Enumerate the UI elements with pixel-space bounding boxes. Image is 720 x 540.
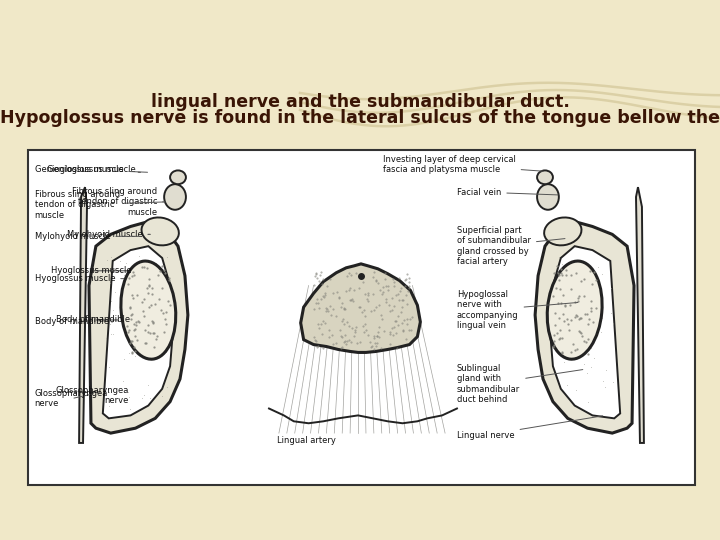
Polygon shape [535, 221, 634, 433]
Ellipse shape [121, 261, 176, 359]
Polygon shape [79, 187, 87, 443]
Text: Fibrous sling around
tendon of digastric
muscle: Fibrous sling around tendon of digastric… [72, 187, 165, 217]
Text: Genioglossus muscle: Genioglossus muscle [35, 165, 148, 174]
Ellipse shape [170, 171, 186, 184]
Text: Hyoglossus muscle: Hyoglossus muscle [35, 274, 124, 283]
Text: Hypoglossus nerve is found in the lateral sulcus of the tongue bellow the: Hypoglossus nerve is found in the latera… [0, 109, 720, 127]
Polygon shape [89, 221, 188, 433]
Text: Genioglossus muscle: Genioglossus muscle [47, 165, 140, 174]
Ellipse shape [547, 261, 602, 359]
Text: Fibrous sling around
tendon of digastric
muscle: Fibrous sling around tendon of digastric… [35, 190, 163, 220]
Text: Lingual nerve: Lingual nerve [457, 416, 603, 440]
Text: Hypoglossal
nerve with
accompanying
lingual vein: Hypoglossal nerve with accompanying ling… [457, 290, 578, 330]
Text: Mylohyoid muscle: Mylohyoid muscle [67, 230, 150, 239]
Ellipse shape [142, 218, 179, 245]
Text: Sublingual
gland with
submandibular
duct behind: Sublingual gland with submandibular duct… [457, 364, 582, 404]
Ellipse shape [537, 171, 553, 184]
Text: Body of mandible: Body of mandible [56, 315, 130, 325]
Text: Glossopharyngea
nerve: Glossopharyngea nerve [35, 389, 108, 408]
Bar [28, 150, 695, 485]
Text: Hyoglossus muscle: Hyoglossus muscle [51, 266, 132, 275]
Text: Glossopharyngea
nerve: Glossopharyngea nerve [55, 386, 129, 406]
Text: Mylohyoid muscle: Mylohyoid muscle [35, 232, 140, 241]
Text: Investing layer of deep cervical
fascia and platysma muscle: Investing layer of deep cervical fascia … [383, 155, 543, 174]
Ellipse shape [537, 184, 559, 210]
Text: lingual nerve and the submandibular duct.: lingual nerve and the submandibular duct… [150, 93, 570, 111]
Text: Facial vein: Facial vein [457, 187, 558, 197]
Polygon shape [550, 246, 620, 418]
Polygon shape [103, 246, 173, 418]
Text: Superficial part
of submandibular
gland crossed by
facial artery: Superficial part of submandibular gland … [457, 226, 565, 266]
Text: Lingual artery: Lingual artery [277, 436, 336, 446]
Ellipse shape [164, 184, 186, 210]
Polygon shape [301, 264, 420, 353]
Text: Body of mandible: Body of mandible [35, 318, 113, 326]
Polygon shape [636, 187, 644, 443]
Ellipse shape [544, 218, 582, 245]
